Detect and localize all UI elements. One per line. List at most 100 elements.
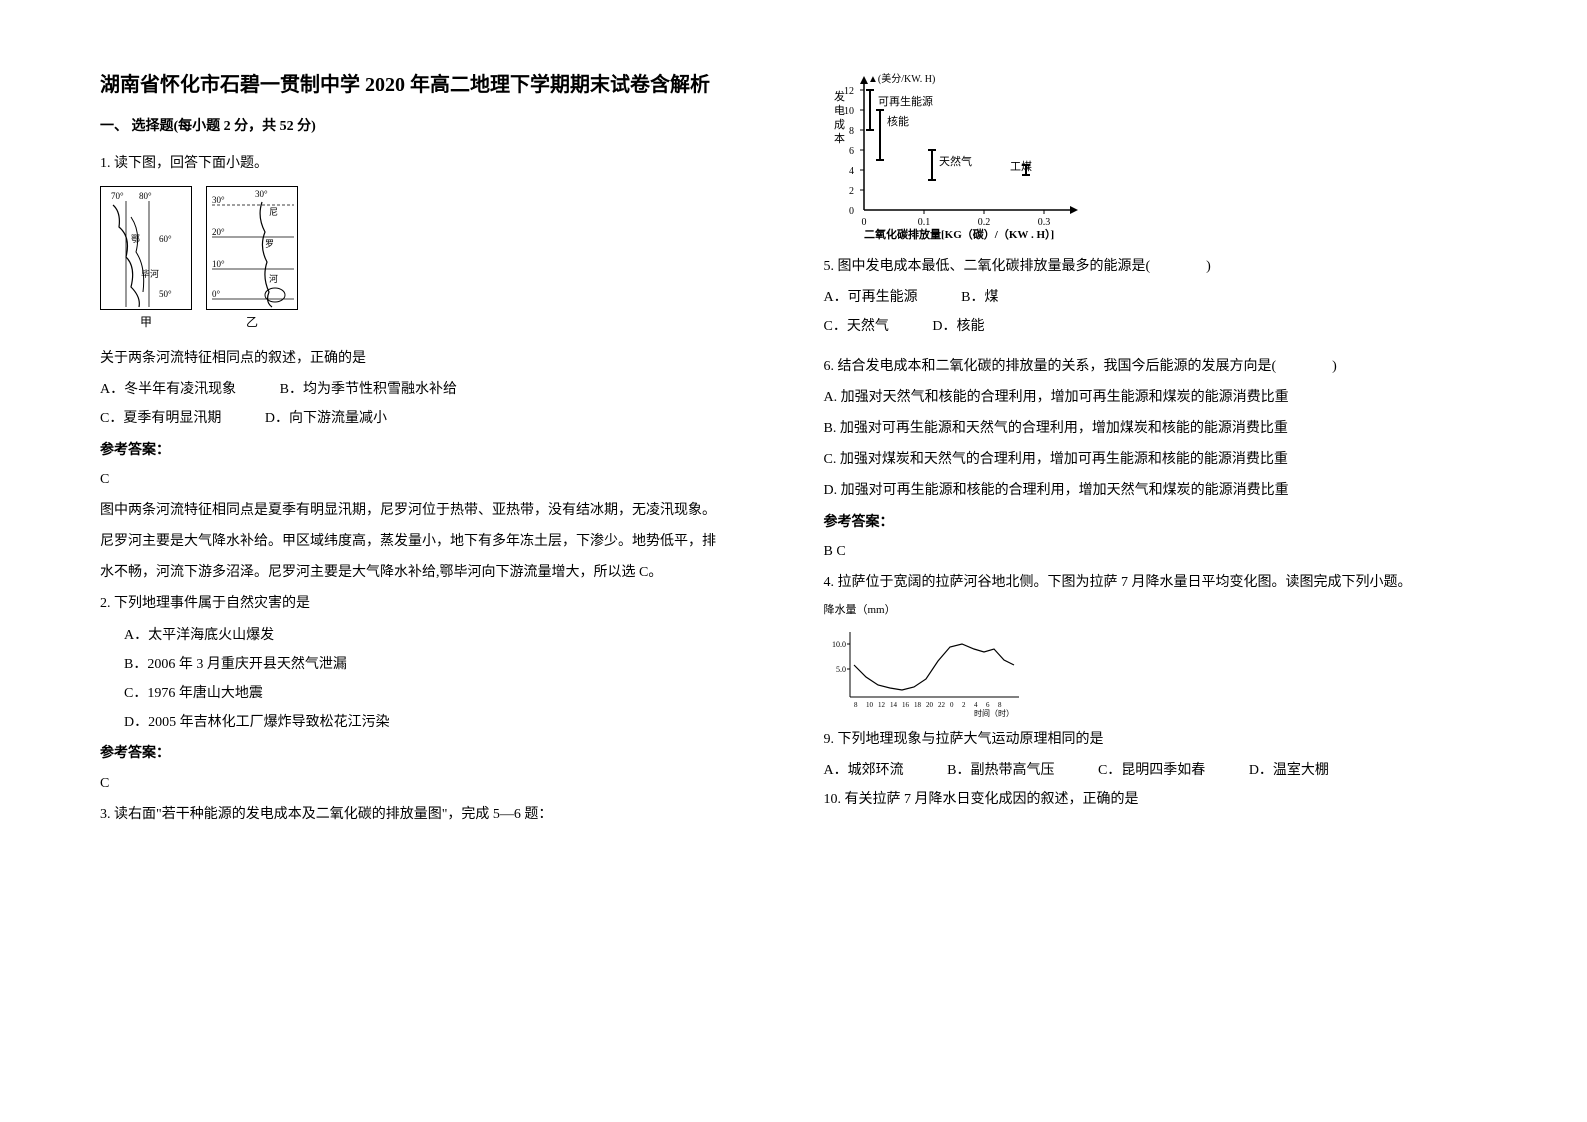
svg-text:8: 8 <box>998 701 1002 709</box>
svg-text:6: 6 <box>986 701 990 709</box>
svg-text:二氧化碳排放量[KG（碳）/（KW . H）]: 二氧化碳排放量[KG（碳）/（KW . H）] <box>864 227 1054 240</box>
svg-text:12: 12 <box>844 86 854 97</box>
svg-text:▲(美分/KW. H): ▲(美分/KW. H) <box>868 72 935 85</box>
q5-optA: A．可再生能源 <box>824 285 918 310</box>
energy-chart: 0 2 4 6 8 10 12 0.1 0.2 0.3 0 发 电 成 本 <box>824 70 1094 240</box>
left-column: 湖南省怀化市石碧一贯制中学 2020 年高二地理下学期期末试卷含解析 一、 选择… <box>100 70 764 1052</box>
svg-text:尼: 尼 <box>269 207 278 217</box>
svg-text:14: 14 <box>890 701 898 709</box>
q1-optD: D．向下游流量减小 <box>265 406 387 431</box>
q1-optC: C．夏季有明显汛期 <box>100 406 221 431</box>
q1-optA: A．冬半年有凌汛现象 <box>100 377 236 402</box>
svg-text:0: 0 <box>861 217 866 228</box>
map-b: 30° 30° 20° 10° 0° 尼 罗 河 <box>206 186 298 310</box>
q5-stem: 5. 图中发电成本最低、二氧化碳排放量最多的能源是( ) <box>824 254 1488 279</box>
q1-answer-label: 参考答案： <box>100 438 764 463</box>
svg-text:18: 18 <box>914 701 922 709</box>
svg-text:5.0: 5.0 <box>836 665 846 674</box>
svg-text:10: 10 <box>844 106 854 117</box>
q2-optC: C．1976 年唐山大地震 <box>100 681 764 706</box>
svg-text:毕河: 毕河 <box>141 268 159 279</box>
svg-text:8: 8 <box>854 701 858 709</box>
q9-optC: C．昆明四季如春 <box>1098 758 1205 783</box>
svg-text:10°: 10° <box>212 259 225 269</box>
q1-row2: C．夏季有明显汛期 D．向下游流量减小 <box>100 406 764 431</box>
svg-text:可再生能源: 可再生能源 <box>878 94 933 108</box>
q6-stem: 6. 结合发电成本和二氧化碳的排放量的关系，我国今后能源的发展方向是( ) <box>824 354 1488 379</box>
q5-row1: A．可再生能源 B．煤 <box>824 285 1488 310</box>
q2-answer-label: 参考答案： <box>100 741 764 766</box>
map-b-wrapper: 30° 30° 20° 10° 0° 尼 罗 河 乙 <box>206 186 298 334</box>
svg-text:16: 16 <box>902 701 910 709</box>
q9-optA: A．城郊环流 <box>824 758 904 783</box>
svg-text:22: 22 <box>938 701 946 709</box>
svg-text:50°: 50° <box>159 289 172 299</box>
map-b-label: 乙 <box>206 312 298 334</box>
svg-text:2: 2 <box>849 186 854 197</box>
right-column: 0 2 4 6 8 10 12 0.1 0.2 0.3 0 发 电 成 本 <box>824 70 1488 1052</box>
svg-text:6: 6 <box>849 146 854 157</box>
map-a-wrapper: 70° 80° 60° 50° 鄂 毕河 甲 <box>100 186 192 334</box>
svg-text:时间（时）: 时间（时） <box>974 708 1014 717</box>
map-a: 70° 80° 60° 50° 鄂 毕河 <box>100 186 192 310</box>
svg-text:10: 10 <box>866 701 874 709</box>
q2-optD: D．2005 年吉林化工厂爆炸导致松花江污染 <box>100 710 764 735</box>
svg-text:4: 4 <box>849 166 854 177</box>
q1-explain2: 尼罗河主要是大气降水补给。甲区域纬度高，蒸发量小，地下有多年冻土层，下渗少。地势… <box>100 529 764 554</box>
q1-answer: C <box>100 467 764 492</box>
svg-text:0: 0 <box>950 701 954 709</box>
q1-explain3: 水不畅，河流下游多沼泽。尼罗河主要是大气降水补给,鄂毕河向下游流量增大，所以选 … <box>100 560 764 585</box>
precip-chart: 10.0 5.0 8 10 12 14 16 18 20 22 0 2 4 6 … <box>824 627 1024 717</box>
svg-text:电: 电 <box>834 104 845 117</box>
svg-text:8: 8 <box>849 126 854 137</box>
q3-intro: 3. 读右面"若干种能源的发电成本及二氧化碳的排放量图"，完成 5—6 题： <box>100 802 764 827</box>
q4-intro: 4. 拉萨位于宽阔的拉萨河谷地北侧。下图为拉萨 7 月降水量日平均变化图。读图完… <box>824 570 1488 595</box>
precip-ylabel: 降水量（mm） <box>824 601 1488 621</box>
svg-text:70°: 70° <box>111 191 124 201</box>
q6-optC: C. 加强对煤炭和天然气的合理利用，增加可再生能源和核能的能源消费比重 <box>824 447 1488 472</box>
section-heading: 一、 选择题(每小题 2 分，共 52 分) <box>100 114 764 139</box>
q2-optB: B．2006 年 3 月重庆开县天然气泄漏 <box>100 652 764 677</box>
svg-text:0.2: 0.2 <box>977 217 990 228</box>
q1-stem: 关于两条河流特征相同点的叙述，正确的是 <box>100 346 764 371</box>
q9-stem: 9. 下列地理现象与拉萨大气运动原理相同的是 <box>824 727 1488 752</box>
svg-text:本: 本 <box>834 131 845 145</box>
q6-optB: B. 加强对可再生能源和天然气的合理利用，增加煤炭和核能的能源消费比重 <box>824 416 1488 441</box>
svg-text:20°: 20° <box>212 227 225 237</box>
svg-text:工煤: 工煤 <box>1010 160 1032 173</box>
q3-answer: B C <box>824 539 1488 564</box>
q2-optA: A．太平洋海底火山爆发 <box>100 623 764 648</box>
svg-text:发: 发 <box>834 89 845 103</box>
q1-intro: 1. 读下图，回答下面小题。 <box>100 151 764 176</box>
q9-optB: B．副热带高气压 <box>947 758 1054 783</box>
q5-optC: C．天然气 <box>824 314 889 339</box>
svg-text:12: 12 <box>878 701 886 709</box>
svg-text:0.1: 0.1 <box>917 217 930 228</box>
q9-row: A．城郊环流 B．副热带高气压 C．昆明四季如春 D．温室大棚 <box>824 758 1488 783</box>
q1-explain1: 图中两条河流特征相同点是夏季有明显汛期，尼罗河位于热带、亚热带，没有结冰期，无凌… <box>100 498 764 523</box>
svg-text:成: 成 <box>834 118 845 131</box>
q5-optD: D．核能 <box>932 314 984 339</box>
map-a-label: 甲 <box>100 312 192 334</box>
svg-text:核能: 核能 <box>887 114 909 128</box>
svg-text:天然气: 天然气 <box>939 154 972 168</box>
svg-text:罗: 罗 <box>265 239 274 249</box>
q1-optB: B．均为季节性积雪融水补给 <box>280 377 457 402</box>
q2-answer: C <box>100 771 764 796</box>
svg-text:0°: 0° <box>212 289 221 299</box>
doc-title: 湖南省怀化市石碧一贯制中学 2020 年高二地理下学期期末试卷含解析 <box>100 70 764 100</box>
svg-text:4: 4 <box>974 701 978 709</box>
svg-text:20: 20 <box>926 701 934 709</box>
svg-text:0.3: 0.3 <box>1037 217 1050 228</box>
q5-row2: C．天然气 D．核能 <box>824 314 1488 339</box>
svg-text:河: 河 <box>269 273 278 284</box>
svg-text:0: 0 <box>849 206 854 217</box>
q3-answer-label: 参考答案： <box>824 510 1488 535</box>
q1-row1: A．冬半年有凌汛现象 B．均为季节性积雪融水补给 <box>100 377 764 402</box>
svg-text:30°: 30° <box>212 195 225 205</box>
q5-optB: B．煤 <box>961 285 998 310</box>
svg-text:鄂: 鄂 <box>131 234 140 244</box>
q1-maps: 70° 80° 60° 50° 鄂 毕河 甲 30° <box>100 186 764 334</box>
q9-optD: D．温室大棚 <box>1249 758 1329 783</box>
q6-optA: A. 加强对天然气和核能的合理利用，增加可再生能源和煤炭的能源消费比重 <box>824 385 1488 410</box>
